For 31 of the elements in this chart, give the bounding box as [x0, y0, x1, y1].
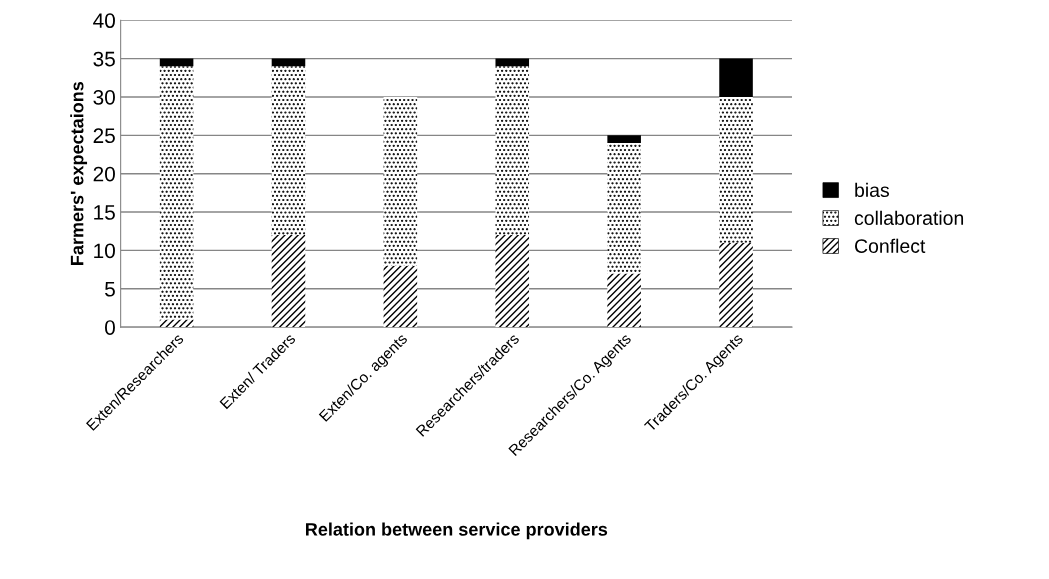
bar — [159, 58, 194, 67]
y-tick-label: 0 — [105, 320, 115, 335]
y-tick-label: 15 — [94, 205, 115, 220]
legend-label: collaboration — [854, 210, 964, 225]
legend-label: Conflect — [855, 238, 926, 253]
y-tick-label: 30 — [93, 89, 115, 105]
bar — [495, 235, 530, 328]
bar — [495, 66, 530, 236]
y-axis-title: Farmers' expectaions — [70, 81, 88, 265]
bar — [383, 96, 418, 266]
y-tick-label: 5 — [105, 281, 115, 297]
x-axis-title: Relation between service providers — [306, 522, 608, 540]
bar — [271, 58, 306, 67]
bar — [495, 58, 530, 67]
y-tick-label: 40 — [93, 13, 115, 29]
bar — [271, 66, 306, 236]
bar — [607, 135, 641, 144]
bar — [719, 242, 753, 328]
bar — [383, 265, 418, 328]
bar — [607, 273, 641, 328]
legend-label: bias — [855, 182, 889, 198]
bar — [271, 235, 306, 328]
y-tick-label: 35 — [93, 51, 115, 67]
y-tick-label: 25 — [93, 128, 115, 144]
bar — [159, 66, 194, 320]
bar — [607, 143, 641, 274]
y-tick-label: 10 — [94, 243, 115, 259]
bar — [719, 58, 753, 97]
y-tick-label: 20 — [93, 166, 115, 182]
bar — [719, 96, 753, 243]
bar — [159, 319, 194, 328]
